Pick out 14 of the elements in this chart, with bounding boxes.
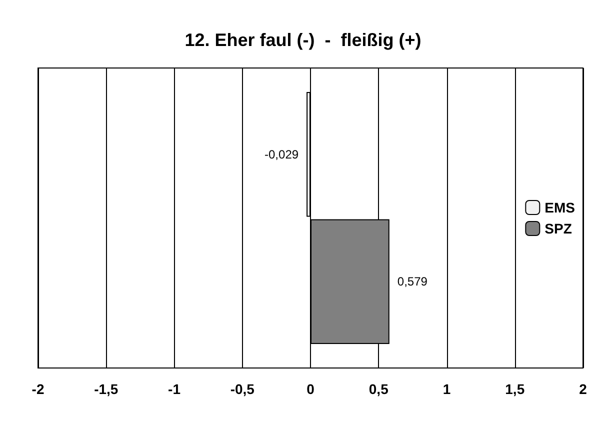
legend-label: SPZ — [544, 220, 572, 236]
x-tick-label: -0,5 — [230, 381, 255, 397]
legend-label: EMS — [544, 200, 576, 216]
x-tick-label: 0,5 — [368, 381, 389, 397]
x-tick-label: 1 — [442, 381, 451, 397]
data-label: 0,579 — [397, 274, 428, 289]
x-tick-label: -1 — [168, 381, 181, 397]
data-label: -0,029 — [264, 147, 299, 162]
x-tick-label: -1,5 — [94, 381, 118, 397]
x-tick-label: 1,5 — [505, 381, 525, 397]
chart-title: 12. Eher faul (-) - fleißig (+) — [184, 30, 422, 50]
x-tick-label: 2 — [579, 381, 588, 397]
x-tick-label: -2 — [32, 381, 44, 397]
x-tick-label: 0 — [306, 381, 315, 397]
